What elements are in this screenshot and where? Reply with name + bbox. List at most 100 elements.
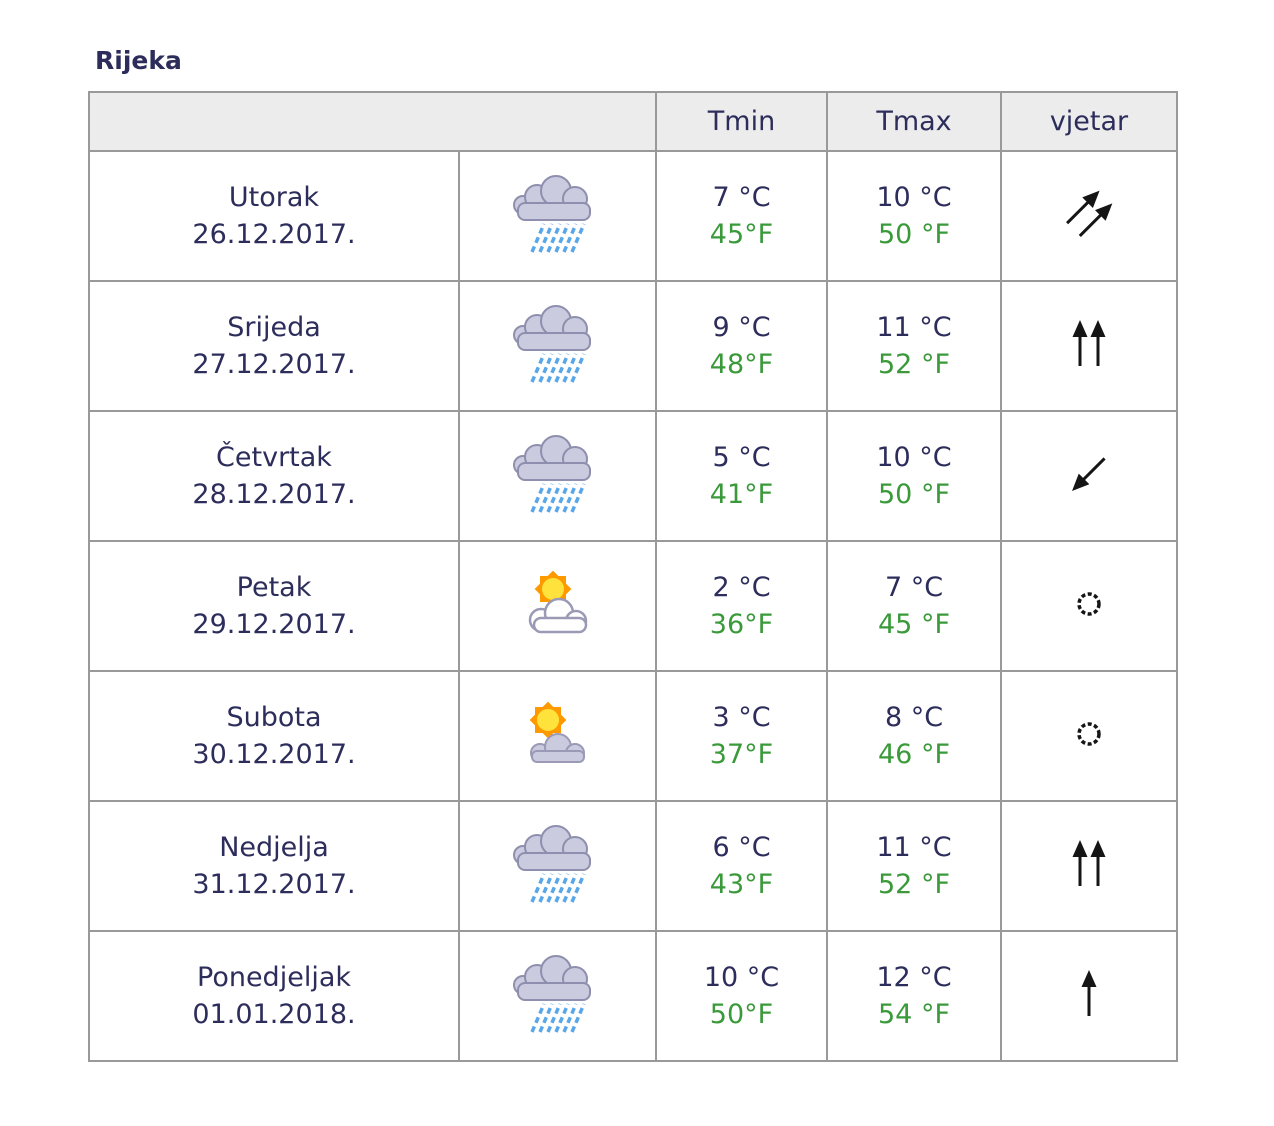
tmax-cell: 8 °C 46 °F <box>826 670 1002 802</box>
forecast-table: Tmin Tmax vjetar Utorak 26.12.2017. 7 °C… <box>88 91 1178 1062</box>
tmin-cell: 6 °C 43°F <box>655 800 828 932</box>
day-cell: Utorak 26.12.2017. <box>88 150 460 282</box>
wind-cell <box>1000 150 1178 282</box>
tmin-fahrenheit: 48°F <box>709 349 774 380</box>
wind-cell <box>1000 540 1178 672</box>
day-cell: Subota 30.12.2017. <box>88 670 460 802</box>
table-row: Utorak 26.12.2017. 7 °C 45°F 10 °C 50 °F <box>88 150 1178 282</box>
table-row: Petak 29.12.2017. 2 °C 36°F 7 °C 45 °F <box>88 540 1178 672</box>
tmin-fahrenheit: 50°F <box>709 999 774 1030</box>
weather-icon-cell <box>458 150 657 282</box>
header-wind: vjetar <box>1000 91 1178 152</box>
tmin-celsius: 3 °C <box>712 702 771 733</box>
calm-circle-icon <box>1055 570 1123 642</box>
wind-ne-double-arrow-icon <box>1055 180 1123 252</box>
weather-icon-cell <box>458 670 657 802</box>
tmin-cell: 5 °C 41°F <box>655 410 828 542</box>
table-row: Srijeda 27.12.2017. 9 °C 48°F 11 °C 52 °… <box>88 280 1178 412</box>
header-row: Tmin Tmax vjetar <box>88 91 1178 152</box>
tmin-cell: 3 °C 37°F <box>655 670 828 802</box>
tmax-fahrenheit: 54 °F <box>878 999 950 1030</box>
tmax-cell: 11 °C 52 °F <box>826 280 1002 412</box>
rain-icon <box>510 172 606 260</box>
weather-icon-cell <box>458 930 657 1062</box>
day-name: Četvrtak <box>216 442 332 473</box>
day-cell: Ponedjeljak 01.01.2018. <box>88 930 460 1062</box>
wind-n-arrow-icon <box>1055 960 1123 1032</box>
header-day-blank <box>88 91 657 152</box>
tmax-celsius: 12 °C <box>876 962 952 993</box>
day-name: Nedjelja <box>219 832 329 863</box>
wind-n-double-arrow-icon <box>1055 830 1123 902</box>
tmin-cell: 10 °C 50°F <box>655 930 828 1062</box>
tmax-celsius: 8 °C <box>884 702 944 733</box>
tmin-cell: 7 °C 45°F <box>655 150 828 282</box>
table-row: Četvrtak 28.12.2017. 5 °C 41°F 10 °C 50 … <box>88 410 1178 542</box>
day-date: 26.12.2017. <box>192 219 356 250</box>
tmax-cell: 12 °C 54 °F <box>826 930 1002 1062</box>
weather-icon-cell <box>458 280 657 412</box>
wind-sw-arrow-icon <box>1055 440 1123 512</box>
day-name: Ponedjeljak <box>197 962 351 993</box>
day-date: 31.12.2017. <box>192 869 356 900</box>
tmin-fahrenheit: 37°F <box>709 739 774 770</box>
tmin-celsius: 9 °C <box>712 312 771 343</box>
tmax-fahrenheit: 45 °F <box>878 609 950 640</box>
table-row: Ponedjeljak 01.01.2018. 10 °C 50°F 12 °C… <box>88 930 1178 1062</box>
tmax-celsius: 11 °C <box>876 312 952 343</box>
tmin-fahrenheit: 36°F <box>709 609 774 640</box>
tmax-cell: 7 °C 45 °F <box>826 540 1002 672</box>
page-title: Rijeka <box>95 46 182 75</box>
tmin-cell: 9 °C 48°F <box>655 280 828 412</box>
tmax-fahrenheit: 46 °F <box>878 739 950 770</box>
day-name: Utorak <box>228 182 320 213</box>
weather-icon-cell <box>458 410 657 542</box>
sun-cloud-icon <box>512 698 604 774</box>
wind-cell <box>1000 280 1178 412</box>
tmax-celsius: 10 °C <box>876 442 952 473</box>
tmin-fahrenheit: 43°F <box>709 869 774 900</box>
tmin-celsius: 6 °C <box>712 832 771 863</box>
day-name: Srijeda <box>227 312 321 343</box>
tmin-cell: 2 °C 36°F <box>655 540 828 672</box>
day-cell: Nedjelja 31.12.2017. <box>88 800 460 932</box>
tmin-celsius: 10 °C <box>703 962 780 993</box>
weather-icon-cell <box>458 800 657 932</box>
rain-icon <box>510 822 606 910</box>
day-date: 30.12.2017. <box>192 739 356 770</box>
day-name: Petak <box>236 572 312 603</box>
header-tmin: Tmin <box>655 91 828 152</box>
tmax-cell: 10 °C 50 °F <box>826 410 1002 542</box>
tmax-fahrenheit: 50 °F <box>878 219 950 250</box>
tmin-celsius: 5 °C <box>712 442 771 473</box>
tmax-celsius: 11 °C <box>876 832 952 863</box>
rain-icon <box>510 302 606 390</box>
table-row: Subota 30.12.2017. 3 °C 37°F 8 °C 46 °F <box>88 670 1178 802</box>
tmin-celsius: 7 °C <box>712 182 771 213</box>
day-name: Subota <box>226 702 322 733</box>
tmax-fahrenheit: 52 °F <box>878 349 950 380</box>
tmin-fahrenheit: 45°F <box>709 219 774 250</box>
rain-icon <box>510 432 606 520</box>
tmax-cell: 11 °C 52 °F <box>826 800 1002 932</box>
tmax-fahrenheit: 50 °F <box>878 479 950 510</box>
day-cell: Srijeda 27.12.2017. <box>88 280 460 412</box>
weather-icon-cell <box>458 540 657 672</box>
wind-cell <box>1000 930 1178 1062</box>
calm-circle-icon <box>1055 700 1123 772</box>
tmax-cell: 10 °C 50 °F <box>826 150 1002 282</box>
day-date: 01.01.2018. <box>192 999 356 1030</box>
wind-cell <box>1000 800 1178 932</box>
wind-n-double-arrow-icon <box>1055 310 1123 382</box>
tmax-celsius: 7 °C <box>884 572 944 603</box>
table-row: Nedjelja 31.12.2017. 6 °C 43°F 11 °C 52 … <box>88 800 1178 932</box>
tmax-celsius: 10 °C <box>876 182 952 213</box>
tmax-fahrenheit: 52 °F <box>878 869 950 900</box>
sun-cloud-icon <box>512 568 604 644</box>
wind-cell <box>1000 670 1178 802</box>
header-tmax: Tmax <box>826 91 1002 152</box>
tmin-fahrenheit: 41°F <box>709 479 774 510</box>
day-cell: Petak 29.12.2017. <box>88 540 460 672</box>
wind-cell <box>1000 410 1178 542</box>
day-date: 29.12.2017. <box>192 609 356 640</box>
